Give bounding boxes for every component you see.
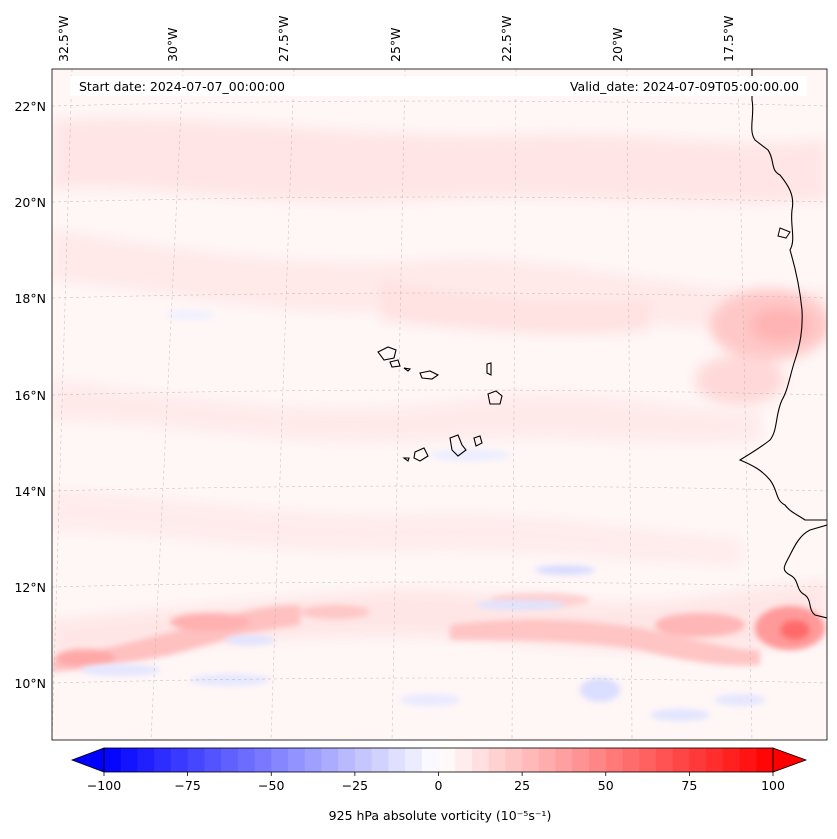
colorbar-cell bbox=[739, 748, 757, 772]
colorbar-cell bbox=[221, 748, 239, 772]
lon-label-30w: 30°W bbox=[165, 27, 180, 62]
colorbar-tick-label: −75 bbox=[174, 778, 200, 793]
map-frame bbox=[51, 68, 828, 741]
colorbar-cell bbox=[187, 748, 205, 772]
colorbar-cell bbox=[522, 748, 540, 772]
lat-label-14n: 14°N bbox=[14, 484, 46, 499]
colorbar-tick-label: 25 bbox=[514, 778, 530, 793]
colorbar-tick-label: 100 bbox=[761, 778, 785, 793]
colorbar-cell bbox=[237, 748, 256, 772]
colorbar-cell bbox=[104, 748, 122, 772]
gridlines bbox=[52, 69, 827, 740]
colorbar-cell bbox=[722, 748, 741, 772]
colorbar-cell bbox=[706, 748, 724, 772]
colorbar-cell bbox=[555, 748, 573, 772]
colorbar-cell bbox=[204, 748, 222, 772]
colorbar-cell bbox=[505, 748, 523, 772]
colorbar-cell bbox=[605, 748, 624, 772]
colorbar-tick-label: 50 bbox=[598, 778, 614, 793]
west-africa-coastline bbox=[738, 69, 827, 619]
lon-label-17-5w: 17.5°W bbox=[721, 16, 736, 62]
colorbar-ticks: −100 −75 −50 −25 0 25 50 75 100 bbox=[87, 772, 785, 793]
lat-label-16n: 16°N bbox=[14, 388, 46, 403]
colorbar-tick-label: 75 bbox=[681, 778, 697, 793]
colorbar-cell bbox=[321, 748, 339, 772]
longitude-labels: 32.5°W 30°W 27.5°W 25°W 22.5°W 20°W 17.5… bbox=[56, 16, 736, 62]
colorbar-cell bbox=[639, 748, 657, 772]
colorbar-tick-label: −50 bbox=[258, 778, 284, 793]
colorbar: −100 −75 −50 −25 0 25 50 75 100 925 hPa absolute… bbox=[70, 747, 808, 823]
lon-label-27-5w: 27.5°W bbox=[276, 16, 291, 62]
lat-label-12n: 12°N bbox=[14, 580, 46, 595]
colorbar-cell bbox=[287, 748, 306, 772]
start-date-label: Start date: 2024-07-07_00:00:00 bbox=[79, 79, 285, 94]
colorbar-cell bbox=[120, 748, 139, 772]
colorbar-tick-label: −25 bbox=[342, 778, 368, 793]
cape-verde-islands bbox=[377, 346, 503, 462]
colorbar-cell bbox=[672, 748, 690, 772]
vorticity-field bbox=[52, 117, 827, 721]
colorbar-cell bbox=[154, 748, 172, 772]
colorbar-label: 925 hPa absolute vorticity (10⁻⁵s⁻¹) bbox=[329, 808, 552, 823]
map-panel: Start date: 2024-07-07_00:00:00 Valid_da… bbox=[52, 69, 827, 740]
lon-label-22-5w: 22.5°W bbox=[499, 16, 514, 62]
colorbar-cells bbox=[104, 748, 774, 772]
colorbar-cell bbox=[538, 748, 557, 772]
lon-label-32-5w: 32.5°W bbox=[56, 16, 71, 62]
colorbar-cell bbox=[622, 748, 640, 772]
lat-label-22n: 22°N bbox=[14, 99, 46, 114]
colorbar-cell bbox=[354, 748, 373, 772]
colorbar-cell bbox=[655, 748, 674, 772]
colorbar-cell bbox=[572, 748, 590, 772]
date-header-box bbox=[70, 76, 807, 96]
colorbar-cell bbox=[689, 748, 707, 772]
colorbar-cell bbox=[254, 748, 272, 772]
colorbar-cell bbox=[589, 748, 607, 772]
lat-label-18n: 18°N bbox=[14, 291, 46, 306]
colorbar-extend-high bbox=[772, 747, 808, 773]
colorbar-cell bbox=[304, 748, 323, 772]
coast-inlet bbox=[777, 227, 791, 239]
colorbar-cell bbox=[170, 748, 189, 772]
colorbar-cell bbox=[756, 748, 774, 772]
colorbar-cell bbox=[455, 748, 473, 772]
lon-label-25w: 25°W bbox=[388, 27, 403, 62]
lon-label-20w: 20°W bbox=[610, 27, 625, 62]
colorbar-extend-low bbox=[70, 747, 105, 773]
latitude-labels: 22°N 20°N 18°N 16°N 14°N 12°N 10°N bbox=[14, 99, 46, 691]
colorbar-tick-label: 0 bbox=[435, 778, 443, 793]
colorbar-cell bbox=[421, 748, 440, 772]
lat-label-20n: 20°N bbox=[14, 195, 46, 210]
colorbar-cell bbox=[271, 748, 289, 772]
valid-date-label: Valid_date: 2024-07-09T05:00:00.00 bbox=[570, 79, 799, 94]
colorbar-cell bbox=[405, 748, 423, 772]
colorbar-cell bbox=[338, 748, 356, 772]
colorbar-cell bbox=[438, 748, 456, 772]
colorbar-cell bbox=[471, 748, 490, 772]
colorbar-cell bbox=[488, 748, 507, 772]
lat-label-10n: 10°N bbox=[14, 676, 46, 691]
colorbar-cell bbox=[388, 748, 406, 772]
colorbar-cell bbox=[371, 748, 389, 772]
colorbar-tick-label: −100 bbox=[87, 778, 121, 793]
colorbar-cell bbox=[137, 748, 155, 772]
